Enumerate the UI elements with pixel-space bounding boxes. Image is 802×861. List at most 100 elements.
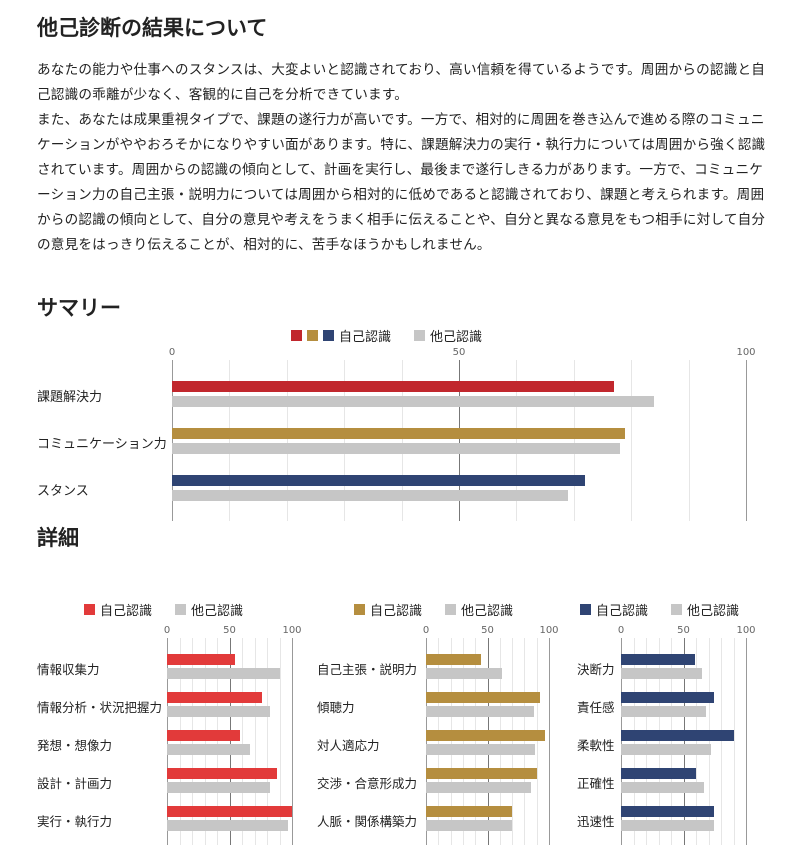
bar-other <box>167 744 250 755</box>
bar-self <box>426 692 541 703</box>
gridline <box>438 638 440 845</box>
gridline <box>633 638 635 845</box>
category-label: 課題解決力 <box>37 390 103 405</box>
legend-swatch <box>84 604 95 615</box>
bar-self <box>167 730 240 741</box>
category-label: 交渉・合意形成力 <box>317 776 418 791</box>
detail-title: 詳細 <box>37 526 79 550</box>
axis-tick-label: 0 <box>168 347 176 358</box>
gridline <box>658 638 660 845</box>
gridline <box>733 638 735 845</box>
legend-label-other: 他己認識 <box>191 604 244 619</box>
gridline <box>487 638 489 845</box>
gridline <box>512 638 514 845</box>
bar-other <box>621 782 704 793</box>
gridline <box>292 638 293 845</box>
legend-swatch <box>580 604 591 615</box>
bar-other <box>426 820 513 831</box>
category-label: 実行・執行力 <box>37 814 113 829</box>
axis-tick-label: 100 <box>282 625 302 636</box>
bar-other <box>167 706 270 717</box>
gridline <box>286 360 288 521</box>
category-label: 人脈・関係構築力 <box>317 814 418 829</box>
axis-tick-label: 0 <box>163 625 171 636</box>
bar-self <box>167 768 277 779</box>
bar-other <box>167 820 289 831</box>
bar-self <box>172 428 626 439</box>
gridline <box>746 360 747 521</box>
bar-other <box>172 396 655 407</box>
gridline <box>426 638 427 845</box>
bar-other <box>167 668 280 679</box>
legend-label-other: 他己認識 <box>687 604 740 619</box>
bar-other <box>426 744 536 755</box>
bar-self <box>621 692 714 703</box>
legend-label-self: 自己認識 <box>596 604 649 619</box>
category-label: 迅速性 <box>577 814 615 829</box>
gridline <box>279 638 281 845</box>
category-label: 対人適応力 <box>317 738 380 753</box>
gridline <box>671 638 672 845</box>
gridline <box>475 638 477 845</box>
bar-other <box>621 668 703 679</box>
gridline <box>229 638 231 845</box>
gridline <box>708 638 710 845</box>
gridline <box>179 638 181 845</box>
gridline <box>242 638 243 845</box>
bar-other <box>426 668 503 679</box>
paragraph: また、あなたは成果重視タイプで、課題の遂行力が高いです。一方で、相対的に周囲を巻… <box>37 112 766 253</box>
category-label: 正確性 <box>577 776 615 791</box>
gridline <box>167 638 168 845</box>
bar-other <box>426 706 535 717</box>
gridline <box>229 360 231 521</box>
category-label: 責任感 <box>577 700 615 715</box>
page-title: 他己診断の結果について <box>37 16 268 40</box>
bar-other <box>426 782 531 793</box>
axis-tick-label: 0 <box>617 625 625 636</box>
legend-label-other: 他己認識 <box>461 604 514 619</box>
gridline <box>746 638 747 845</box>
legend-swatch <box>291 330 302 341</box>
gridline <box>267 638 268 845</box>
legend-swatch <box>175 604 187 615</box>
summary-title: サマリー <box>37 296 121 320</box>
category-label: 柔軟性 <box>577 738 615 753</box>
category-label: 発想・想像力 <box>37 738 113 753</box>
legend-swatch <box>414 330 426 341</box>
category-label: 傾聴力 <box>317 700 355 715</box>
bar-self <box>426 654 482 665</box>
bar-self <box>172 381 614 392</box>
legend-label-other: 他己認識 <box>430 330 483 345</box>
gridline <box>549 638 550 845</box>
gridline <box>204 638 206 845</box>
legend-swatch <box>323 330 334 341</box>
gridline <box>450 638 452 845</box>
bar-self <box>426 768 537 779</box>
axis-tick-label: 50 <box>452 347 466 358</box>
gridline <box>401 360 403 521</box>
axis-tick-label: 100 <box>736 625 756 636</box>
bar-self <box>167 692 262 703</box>
bar-other <box>167 782 270 793</box>
bar-self <box>621 806 714 817</box>
bar-self <box>621 730 734 741</box>
category-label: 自己主張・説明力 <box>317 662 418 677</box>
bar-self <box>172 475 586 486</box>
category-label: スタンス <box>37 484 89 499</box>
chart-legend: 自己認識 他己認識 <box>291 326 482 345</box>
axis-tick-label: 50 <box>677 625 690 636</box>
category-label: 決断力 <box>577 662 615 677</box>
legend-swatch <box>671 604 683 615</box>
gridline <box>646 638 647 845</box>
gridline <box>217 638 218 845</box>
gridline <box>499 638 501 845</box>
bar-other <box>621 744 711 755</box>
gridline <box>459 360 460 521</box>
gridline <box>721 638 722 845</box>
gridline <box>172 360 173 521</box>
gridline <box>462 638 464 845</box>
chart-legend: 自己認識 他己認識 <box>580 600 739 619</box>
legend-swatch <box>354 604 365 615</box>
category-label: 設計・計画力 <box>37 776 113 791</box>
gridline <box>688 360 690 521</box>
